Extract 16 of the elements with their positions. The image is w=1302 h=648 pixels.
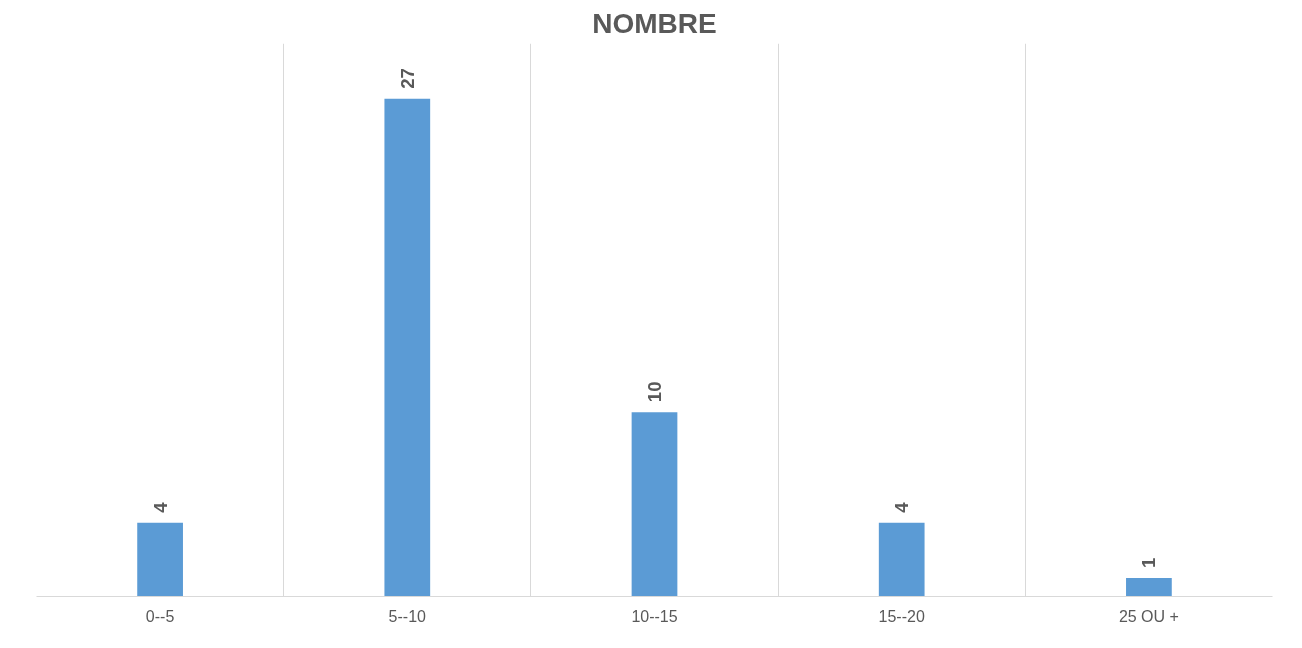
x-tick-label: 25 OU + [1118, 607, 1179, 625]
x-tick-label: 5--10 [388, 607, 427, 625]
data-label: 27 [396, 68, 418, 89]
x-tick-label: 15--20 [878, 607, 925, 625]
data-label: 1 [1138, 557, 1160, 569]
data-label: 4 [149, 501, 171, 513]
chart-title: NOMBRE [592, 7, 717, 39]
bar [878, 522, 925, 597]
x-tick-label: 0--5 [145, 607, 175, 625]
bar [631, 412, 678, 597]
data-label: 10 [644, 381, 665, 403]
bar [384, 98, 431, 597]
x-tick-label: 10--15 [631, 607, 678, 625]
data-label: 4 [891, 501, 913, 513]
bar [1126, 578, 1172, 597]
bar [137, 522, 183, 597]
